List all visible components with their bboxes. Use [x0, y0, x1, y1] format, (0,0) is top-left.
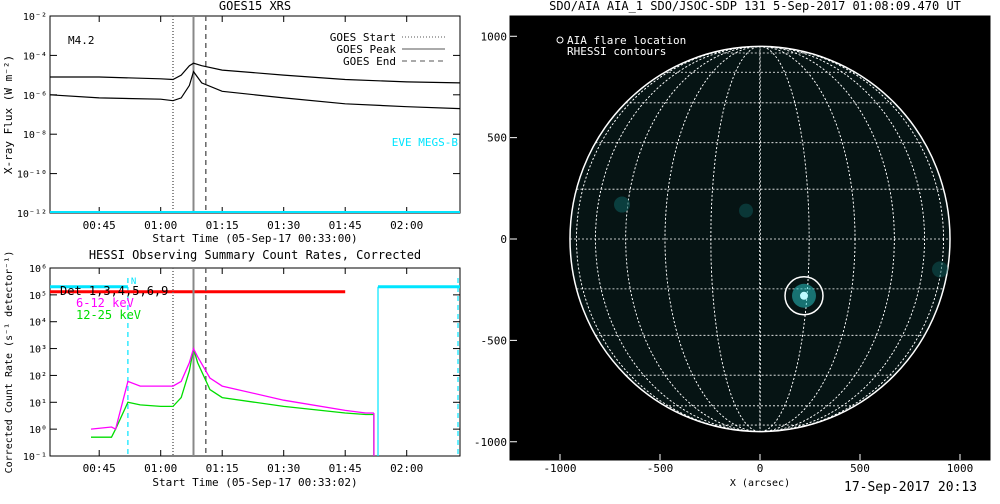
goes-x-tick-label: 01:15: [206, 219, 239, 232]
active-region: [614, 196, 630, 213]
hessi-detectors-label: Det 1,3,4,5,6,9: [60, 284, 168, 298]
hessi-y-tick-label: 10⁴: [29, 318, 47, 329]
goes-y-tick-label: 10⁻¹⁰: [17, 170, 47, 181]
hessi-y-tick-label: 10⁰: [29, 425, 47, 436]
hessi-y-tick-label: 10²: [29, 371, 47, 382]
aia-y-tick-label: -1000: [474, 436, 507, 449]
goes-title: GOES15 XRS: [219, 0, 291, 13]
flare-location-circle: [784, 276, 824, 316]
hessi-title: HESSI Observing Summary Count Rates, Cor…: [89, 248, 421, 262]
hessi-x-tick-label: 00:45: [83, 462, 116, 475]
flare-core: [800, 291, 808, 300]
goes-flare-class: M4.2: [68, 34, 95, 47]
goes-x-tick-label: 01:00: [144, 219, 177, 232]
hessi-legend-label: 6-12 keV: [76, 296, 134, 310]
aia-x-tick-label: 0: [757, 462, 764, 475]
hessi-x-axis-label: Start Time (05-Sep-17 00:33:02): [152, 476, 357, 489]
aia-legend-label: AIA flare location: [567, 34, 686, 47]
aia-y-tick-label: 500: [487, 132, 507, 145]
footer-timestamp: 17-Sep-2017 20:13: [844, 480, 978, 495]
aia-x-axis-label: X (arcsec): [730, 478, 790, 489]
aia-legend-label: RHESSI contours: [567, 45, 666, 58]
goes-series-0: [50, 62, 461, 84]
goes-y-tick-label: 10⁻²: [23, 12, 47, 23]
hessi-series-1: [91, 348, 374, 438]
longitude-line: [576, 46, 944, 433]
aia-y-tick-label: 1000: [481, 30, 508, 43]
aia-y-tick-label: 0: [500, 233, 507, 246]
aia-title: SDO/AIA AIA_1 SDO/JSOC-SDP 131 5-Sep-201…: [549, 0, 961, 13]
goes-x-tick-label: 00:45: [83, 219, 116, 232]
goes-x-axis-label: Start Time (05-Sep-17 00:33:00): [152, 232, 357, 245]
hessi-night-label: N: [131, 277, 136, 287]
hessi-y-tick-label: 10⁶: [29, 264, 47, 275]
hessi-plot-frame: [49, 267, 461, 457]
goes-y-tick-label: 10⁻¹²: [17, 209, 47, 220]
hessi-legend-label: 12-25 keV: [76, 308, 141, 322]
goes-x-tick-label: 01:30: [267, 219, 300, 232]
hessi-series-0: [90, 346, 374, 431]
hessi-x-tick-label: 01:00: [144, 462, 177, 475]
aia-x-tick-label: 500: [850, 462, 870, 475]
goes-legend-label: GOES Start: [330, 31, 396, 44]
goes-y-tick-label: 10⁻⁴: [23, 51, 47, 62]
hessi-y-tick-label: 10³: [29, 345, 47, 356]
goes-legend-label: GOES Peak: [336, 43, 396, 56]
hessi-y-tick-label: 10¹: [29, 398, 47, 409]
goes-x-tick-label: 02:00: [390, 219, 423, 232]
aia-x-tick-label: -1000: [543, 462, 576, 475]
hessi-x-tick-label: 02:00: [390, 462, 423, 475]
longitude-line: [595, 46, 925, 433]
active-region: [932, 261, 948, 278]
aia-x-tick-label: 1000: [947, 462, 974, 475]
goes-y-tick-label: 10⁻⁸: [23, 130, 47, 141]
aia-x-tick-label: -500: [647, 462, 674, 475]
active-region: [739, 203, 753, 218]
goes-series-1: [49, 70, 461, 110]
hessi-y-axis-label: Corrected Count Rate (s⁻¹ detector⁻¹): [4, 251, 15, 474]
aia-y-tick-label: -500: [481, 334, 508, 347]
goes-eve-label: EVE MEGS-B: [392, 136, 459, 149]
longitude-line: [625, 46, 895, 433]
goes-y-axis-label: X-ray Flux (W m⁻²): [2, 55, 15, 174]
goes-y-tick-label: 10⁻⁶: [23, 91, 47, 102]
aia-legend-circle-icon: [556, 36, 564, 44]
goes-legend-label: GOES End: [343, 55, 396, 68]
hessi-y-tick-label: 10⁵: [29, 291, 47, 302]
hessi-x-tick-label: 01:30: [267, 462, 300, 475]
hessi-x-tick-label: 01:15: [206, 462, 239, 475]
hessi-y-tick-label: 10⁻¹: [23, 452, 47, 463]
hessi-x-tick-label: 01:45: [329, 462, 362, 475]
goes-x-tick-label: 01:45: [329, 219, 362, 232]
goes-plot-frame: [49, 15, 461, 214]
